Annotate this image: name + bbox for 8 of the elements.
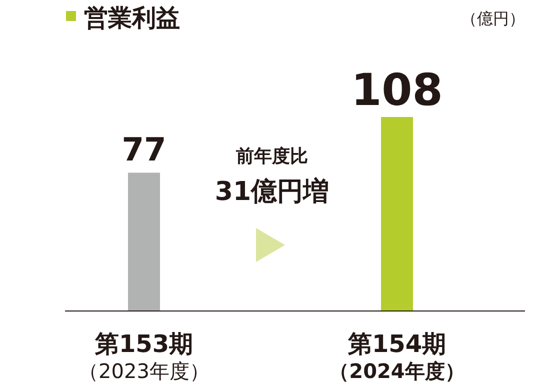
chart-title: 営業利益	[84, 4, 180, 32]
data-label: 108	[351, 65, 443, 116]
x-tick-label: 第153期（2023年度）	[78, 330, 210, 383]
text: （億円）	[461, 9, 525, 28]
annotation: 前年度比	[235, 146, 308, 167]
data-label: 77	[122, 130, 166, 169]
annotation: 31億円増	[214, 176, 330, 207]
x-tick-label: 第154期（2024年度）	[329, 330, 465, 383]
